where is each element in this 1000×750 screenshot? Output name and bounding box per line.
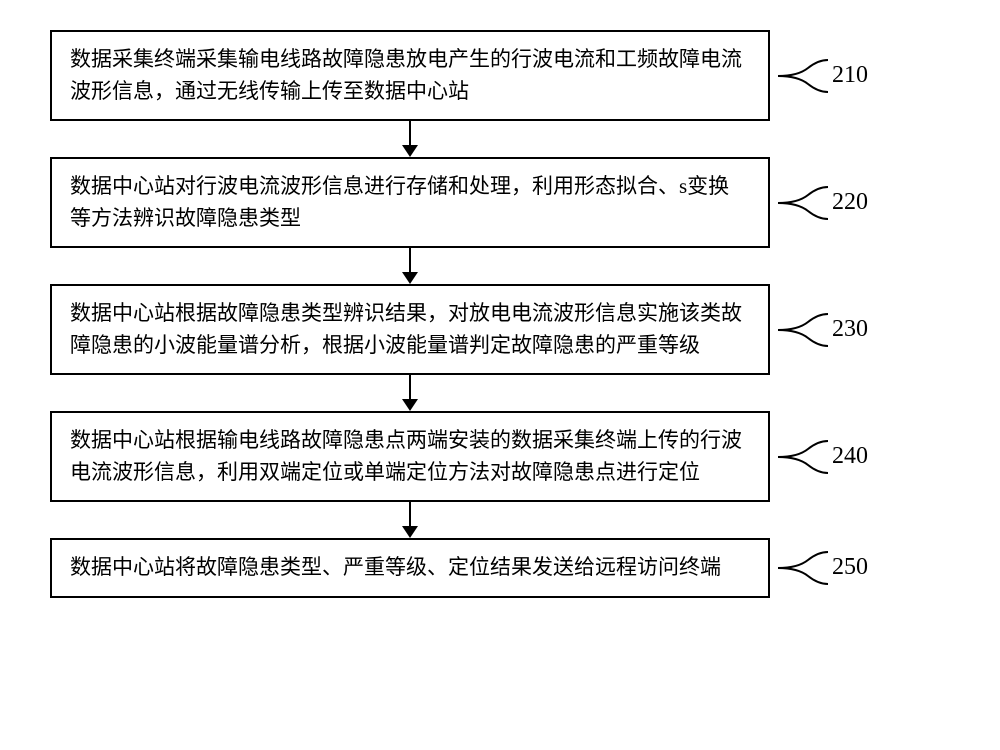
step-row: 数据中心站将故障隐患类型、严重等级、定位结果发送给远程访问终端 250 xyxy=(50,538,950,598)
label-wrap: 220 xyxy=(778,183,868,223)
step-box-240: 数据中心站根据输电线路故障隐患点两端安装的数据采集终端上传的行波电流波形信息，利… xyxy=(50,411,770,502)
step-label: 220 xyxy=(832,189,868,216)
label-wrap: 230 xyxy=(778,310,868,350)
step-text: 数据中心站根据输电线路故障隐患点两端安装的数据采集终端上传的行波电流波形信息，利… xyxy=(70,428,742,484)
label-wrap: 210 xyxy=(778,56,868,96)
step-box-220: 数据中心站对行波电流波形信息进行存储和处理，利用形态拟合、s变换等方法辨识故障隐… xyxy=(50,157,770,248)
step-text: 数据中心站根据故障隐患类型辨识结果，对放电电流波形信息实施该类故障隐患的小波能量… xyxy=(70,301,742,357)
flowchart-container: 数据采集终端采集输电线路故障隐患放电产生的行波电流和工频故障电流波形信息，通过无… xyxy=(50,30,950,598)
step-text: 数据采集终端采集输电线路故障隐患放电产生的行波电流和工频故障电流波形信息，通过无… xyxy=(70,47,742,103)
step-label: 240 xyxy=(832,443,868,470)
arrow-down-icon xyxy=(50,121,770,157)
label-wrap: 240 xyxy=(778,437,868,477)
step-text: 数据中心站对行波电流波形信息进行存储和处理，利用形态拟合、s变换等方法辨识故障隐… xyxy=(70,174,729,230)
arrow-down-icon xyxy=(50,375,770,411)
step-box-230: 数据中心站根据故障隐患类型辨识结果，对放电电流波形信息实施该类故障隐患的小波能量… xyxy=(50,284,770,375)
label-wrap: 250 xyxy=(778,548,868,588)
step-box-250: 数据中心站将故障隐患类型、严重等级、定位结果发送给远程访问终端 xyxy=(50,538,770,598)
curve-connector-icon xyxy=(778,183,828,223)
curve-connector-icon xyxy=(778,437,828,477)
arrow-down-icon xyxy=(50,502,770,538)
curve-connector-icon xyxy=(778,310,828,350)
step-row: 数据中心站根据输电线路故障隐患点两端安装的数据采集终端上传的行波电流波形信息，利… xyxy=(50,411,950,502)
step-text: 数据中心站将故障隐患类型、严重等级、定位结果发送给远程访问终端 xyxy=(70,555,721,579)
step-box-210: 数据采集终端采集输电线路故障隐患放电产生的行波电流和工频故障电流波形信息，通过无… xyxy=(50,30,770,121)
step-row: 数据采集终端采集输电线路故障隐患放电产生的行波电流和工频故障电流波形信息，通过无… xyxy=(50,30,950,121)
step-label: 230 xyxy=(832,316,868,343)
step-label: 250 xyxy=(832,554,868,581)
step-label: 210 xyxy=(832,62,868,89)
step-row: 数据中心站对行波电流波形信息进行存储和处理，利用形态拟合、s变换等方法辨识故障隐… xyxy=(50,157,950,248)
curve-connector-icon xyxy=(778,56,828,96)
arrow-down-icon xyxy=(50,248,770,284)
step-row: 数据中心站根据故障隐患类型辨识结果，对放电电流波形信息实施该类故障隐患的小波能量… xyxy=(50,284,950,375)
curve-connector-icon xyxy=(778,548,828,588)
